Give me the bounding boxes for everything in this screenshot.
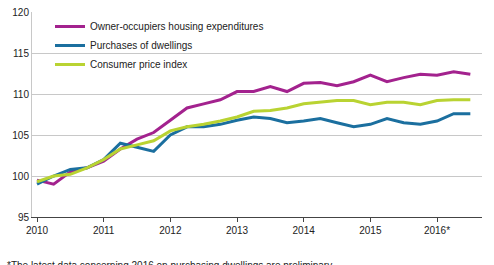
svg-text:2014: 2014: [293, 225, 316, 236]
svg-text:110: 110: [13, 89, 29, 100]
svg-text:100: 100: [12, 171, 29, 182]
svg-text:2011: 2011: [93, 225, 115, 236]
svg-text:2015: 2015: [359, 225, 382, 236]
svg-text:Purchases of dwellings: Purchases of dwellings: [90, 40, 192, 51]
svg-text:2010: 2010: [26, 225, 49, 236]
svg-text:105: 105: [12, 130, 29, 141]
svg-text:115: 115: [13, 48, 29, 59]
svg-text:120: 120: [12, 7, 29, 18]
svg-text:Consumer price index: Consumer price index: [90, 59, 187, 70]
svg-text:2013: 2013: [226, 225, 249, 236]
svg-text:2012: 2012: [159, 225, 182, 236]
svg-text:95: 95: [18, 212, 30, 223]
svg-text:Owner-occupiers housing expend: Owner-occupiers housing expenditures: [90, 21, 263, 32]
svg-text:2016*: 2016*: [424, 225, 450, 236]
svg-text:*The latest data concerning 20: *The latest data concerning 2016 on purc…: [7, 260, 332, 265]
